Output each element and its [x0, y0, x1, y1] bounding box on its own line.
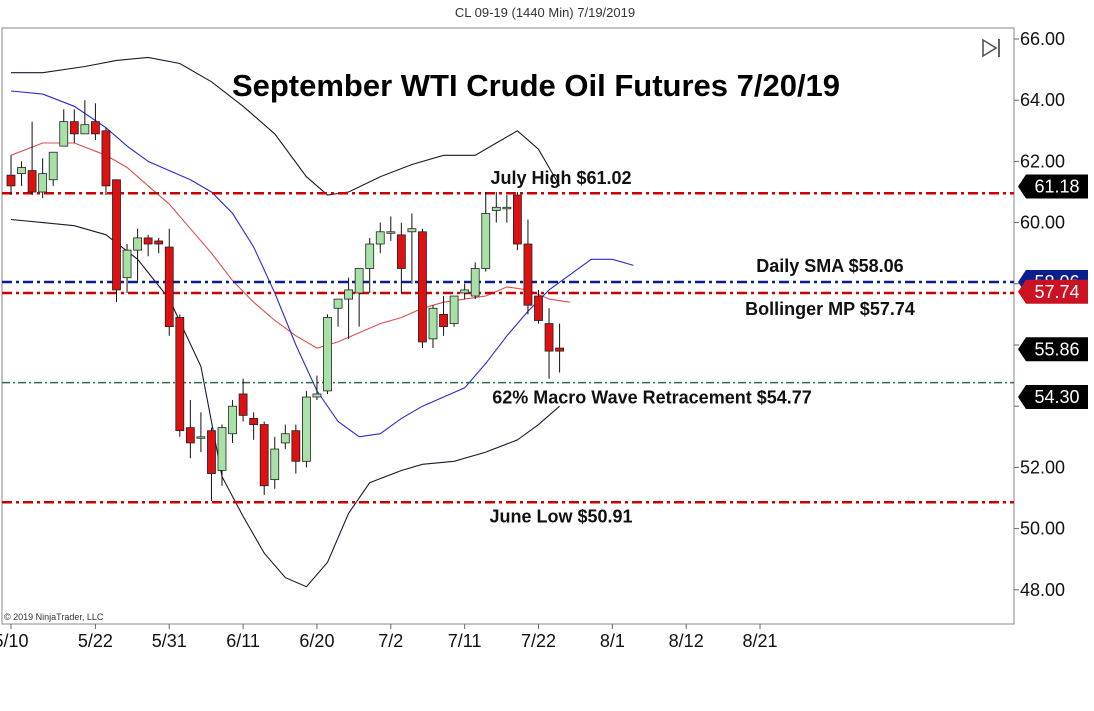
candle-body [48, 151, 58, 181]
candle-body [375, 231, 385, 245]
candle-body [91, 121, 100, 135]
candle-body [502, 206, 512, 210]
candle-body [80, 124, 90, 135]
bollinger-lower-band [10, 218, 560, 588]
candle-body [122, 249, 132, 279]
annotations: July High $61.02 Daily SMA $58.06 Bollinge… [489, 168, 914, 526]
candle-body [133, 237, 143, 251]
candle-body [481, 213, 491, 269]
candle-body [217, 427, 227, 471]
candle-body [228, 405, 237, 435]
y-tick-label: 62.00 [1020, 151, 1065, 171]
candle-body [491, 206, 501, 211]
candle-body [112, 179, 121, 291]
candle-body [280, 433, 290, 444]
plot-area[interactable] [1, 27, 1015, 625]
copyright-note: © 2019 NinjaTrader, LLC [4, 612, 104, 622]
candle-body [365, 243, 375, 269]
x-tick-label: 8/1 [600, 631, 625, 651]
candle-body [354, 268, 364, 294]
candle-body [428, 307, 438, 340]
candle-body [154, 240, 164, 245]
candle-body [513, 194, 522, 245]
candle-body [27, 170, 37, 193]
candle-body [175, 317, 185, 432]
skip-to-end-icon[interactable] [980, 36, 1004, 58]
candle-body [17, 167, 26, 175]
candle-body [6, 174, 16, 187]
x-tick-label: 5/31 [152, 631, 187, 651]
candle-body [396, 234, 406, 269]
candle-body [534, 295, 543, 321]
candle-body [101, 130, 111, 187]
y-tick-label: 48.00 [1020, 580, 1065, 600]
candle-body [470, 268, 480, 297]
price-tag-black [1018, 385, 1088, 409]
price-tag-label: 57.74 [1034, 282, 1079, 302]
candle-body [323, 317, 332, 392]
candle-body [449, 295, 459, 324]
candle-body [38, 173, 48, 193]
candle-body [185, 427, 195, 444]
price-tag-red [1018, 279, 1088, 304]
bollinger-upper-band [11, 56, 561, 196]
candle-body [544, 323, 554, 352]
candle-body [259, 424, 269, 487]
chart-title: September WTI Crude Oil Futures 7/20/19 [232, 68, 840, 103]
candle-body [407, 228, 417, 233]
candle-body [59, 121, 69, 147]
candle-body [523, 243, 533, 306]
x-tick-label: 5/10 [0, 631, 29, 651]
price-tag-black [1018, 174, 1088, 199]
candle-body [333, 298, 343, 309]
y-tick-label: 52.00 [1020, 457, 1065, 477]
y-tick-label: 64.00 [1020, 90, 1065, 110]
candle-body [439, 313, 448, 328]
candle-body [249, 418, 259, 425]
annotation-daily-sma: Daily SMA $58.06 [756, 256, 903, 276]
x-tick-label: 8/12 [669, 631, 704, 651]
candle-body [164, 246, 174, 328]
candle-body [291, 430, 301, 462]
price-tag-black [1018, 337, 1088, 362]
y-axis: 66.00 64.00 62.00 60.00 52.00 50.00 48.00 [1014, 29, 1065, 600]
candle-body [143, 237, 153, 245]
price-tag-label: 55.86 [1034, 339, 1079, 359]
candle-body [386, 231, 396, 234]
x-tick-label: 7/11 [448, 631, 482, 651]
candle-body [418, 231, 427, 343]
candle-body [69, 121, 79, 135]
candle-body [344, 289, 354, 300]
x-tick-label: 6/20 [299, 631, 334, 651]
y-tick-label: 50.00 [1020, 519, 1065, 539]
price-tag-label: 61.18 [1034, 176, 1079, 196]
level-lines [2, 191, 1014, 504]
y-tick-label: 66.00 [1020, 29, 1065, 49]
candles [6, 100, 564, 502]
y-tick-label: 60.00 [1020, 213, 1065, 233]
x-tick-label: 8/21 [743, 631, 778, 651]
candle-body [301, 396, 311, 462]
annotation-june-low: June Low $50.91 [489, 506, 632, 526]
annotation-retracement: 62% Macro Wave Retracement $54.77 [492, 388, 812, 408]
instrument-title: CL 09-19 (1440 Min) 7/19/2019 [455, 5, 635, 20]
x-tick-label: 6/11 [226, 631, 260, 651]
bollinger-mid-line [10, 142, 571, 349]
x-axis: 5/10 5/22 5/31 6/11 6/20 7/2 7/11 7/22 8/1 8/12 8/… [0, 624, 778, 651]
candle-body [207, 430, 216, 474]
x-tick-label: 5/22 [78, 631, 113, 651]
annotation-bollinger-mp: Bollinger MP $57.74 [745, 299, 915, 319]
candle-body [238, 393, 248, 416]
price-tag-label: 54.30 [1034, 387, 1079, 407]
candle-body [270, 448, 280, 481]
annotation-july-high: July High $61.02 [490, 168, 631, 188]
candle-body [196, 436, 206, 439]
candle-body [555, 347, 564, 352]
x-tick-label: 7/22 [521, 631, 556, 651]
candle-body [460, 289, 470, 294]
x-tick-label: 7/2 [378, 631, 403, 651]
candle-body [312, 393, 322, 398]
